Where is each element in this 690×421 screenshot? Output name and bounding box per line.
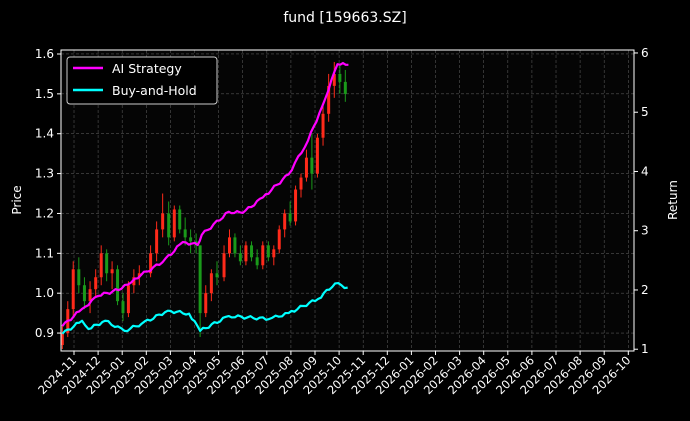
y-tick-label-right: 5 (641, 105, 649, 119)
candle-body (332, 73, 336, 86)
candle-body (315, 137, 319, 174)
candle-body (310, 157, 314, 174)
candle-body (178, 209, 182, 230)
candle-body (294, 189, 298, 222)
candle-body (250, 245, 254, 258)
legend-box (66, 56, 218, 105)
x-axis: 2024-112024-122025-012025-022025-032025-… (35, 351, 633, 397)
candle-body (161, 213, 165, 230)
candle-body (121, 301, 125, 314)
candle-body (209, 273, 213, 294)
candle-body (105, 253, 109, 274)
candle-body (172, 209, 176, 238)
y-tick-label: 0.9 (35, 326, 54, 340)
y-tick-label-right: 3 (641, 224, 649, 238)
y-axis-label-right: Return (666, 180, 680, 220)
buy-hold-line (61, 281, 348, 335)
candle-body (227, 237, 231, 254)
y-tick-label-right: 4 (641, 164, 649, 178)
candle-body (238, 253, 242, 262)
candle-body (88, 289, 92, 302)
candle-body (255, 257, 259, 266)
candle-body (222, 253, 226, 278)
candle-body (338, 73, 342, 82)
y-tick-label-right: 1 (641, 342, 649, 356)
y-tick-label-right: 6 (641, 46, 649, 60)
y-tick-label-right: 2 (641, 283, 649, 297)
candle-body (189, 237, 193, 242)
y-axis-left: 0.9 1.0 1.1 1.2 1.3 1.4 1.5 1.6 (35, 47, 61, 340)
candle-body (149, 253, 153, 274)
y-axis-right: 1 2 3 4 5 6 (634, 46, 649, 356)
candle-body (82, 285, 86, 302)
candle-body (155, 229, 159, 254)
candle-body (304, 157, 308, 178)
candle-body (126, 285, 130, 314)
y-tick-label: 1.0 (35, 286, 54, 300)
candle-body (327, 85, 331, 114)
candle-body (198, 245, 202, 314)
candle-body (94, 277, 98, 290)
legend-label-strategy: AI Strategy (112, 61, 182, 76)
candle-body (343, 81, 347, 94)
candle-body (116, 269, 120, 302)
candle-body (132, 277, 136, 286)
y-tick-label: 1.2 (35, 206, 54, 220)
candle-body (272, 249, 276, 258)
candle-body (77, 269, 81, 286)
y-tick-label: 1.6 (35, 47, 54, 61)
plot-frame (60, 49, 635, 352)
y-tick-label: 1.1 (35, 246, 54, 260)
legend-label-buy-hold: Buy-and-Hold (112, 83, 197, 98)
candle-body (60, 333, 64, 346)
candle-body (266, 245, 270, 258)
candle-body (110, 269, 114, 274)
candle-body (288, 213, 292, 222)
candle-body (233, 237, 237, 254)
legend: AI Strategy Buy-and-Hold (66, 56, 218, 105)
y-tick-label: 1.3 (35, 167, 54, 181)
y-tick-label: 1.4 (35, 127, 54, 141)
candle-body (167, 213, 171, 238)
chart-title: fund [159663.SZ] (283, 10, 406, 26)
candle-body (204, 293, 208, 314)
candle-body (215, 273, 219, 278)
y-tick-label: 1.5 (35, 87, 54, 101)
candle-body (299, 177, 303, 190)
candle-body (283, 213, 287, 230)
strategy-line (61, 61, 349, 327)
candlesticks (60, 61, 347, 350)
candle-body (277, 229, 281, 250)
y-axis-label: Price (10, 185, 24, 214)
candle-body (99, 253, 103, 278)
candle-body (244, 245, 248, 262)
candle-body (183, 229, 187, 238)
candle-body (321, 113, 325, 138)
series-lines (61, 61, 349, 335)
candle-body (261, 245, 265, 266)
candle-body (71, 269, 75, 310)
